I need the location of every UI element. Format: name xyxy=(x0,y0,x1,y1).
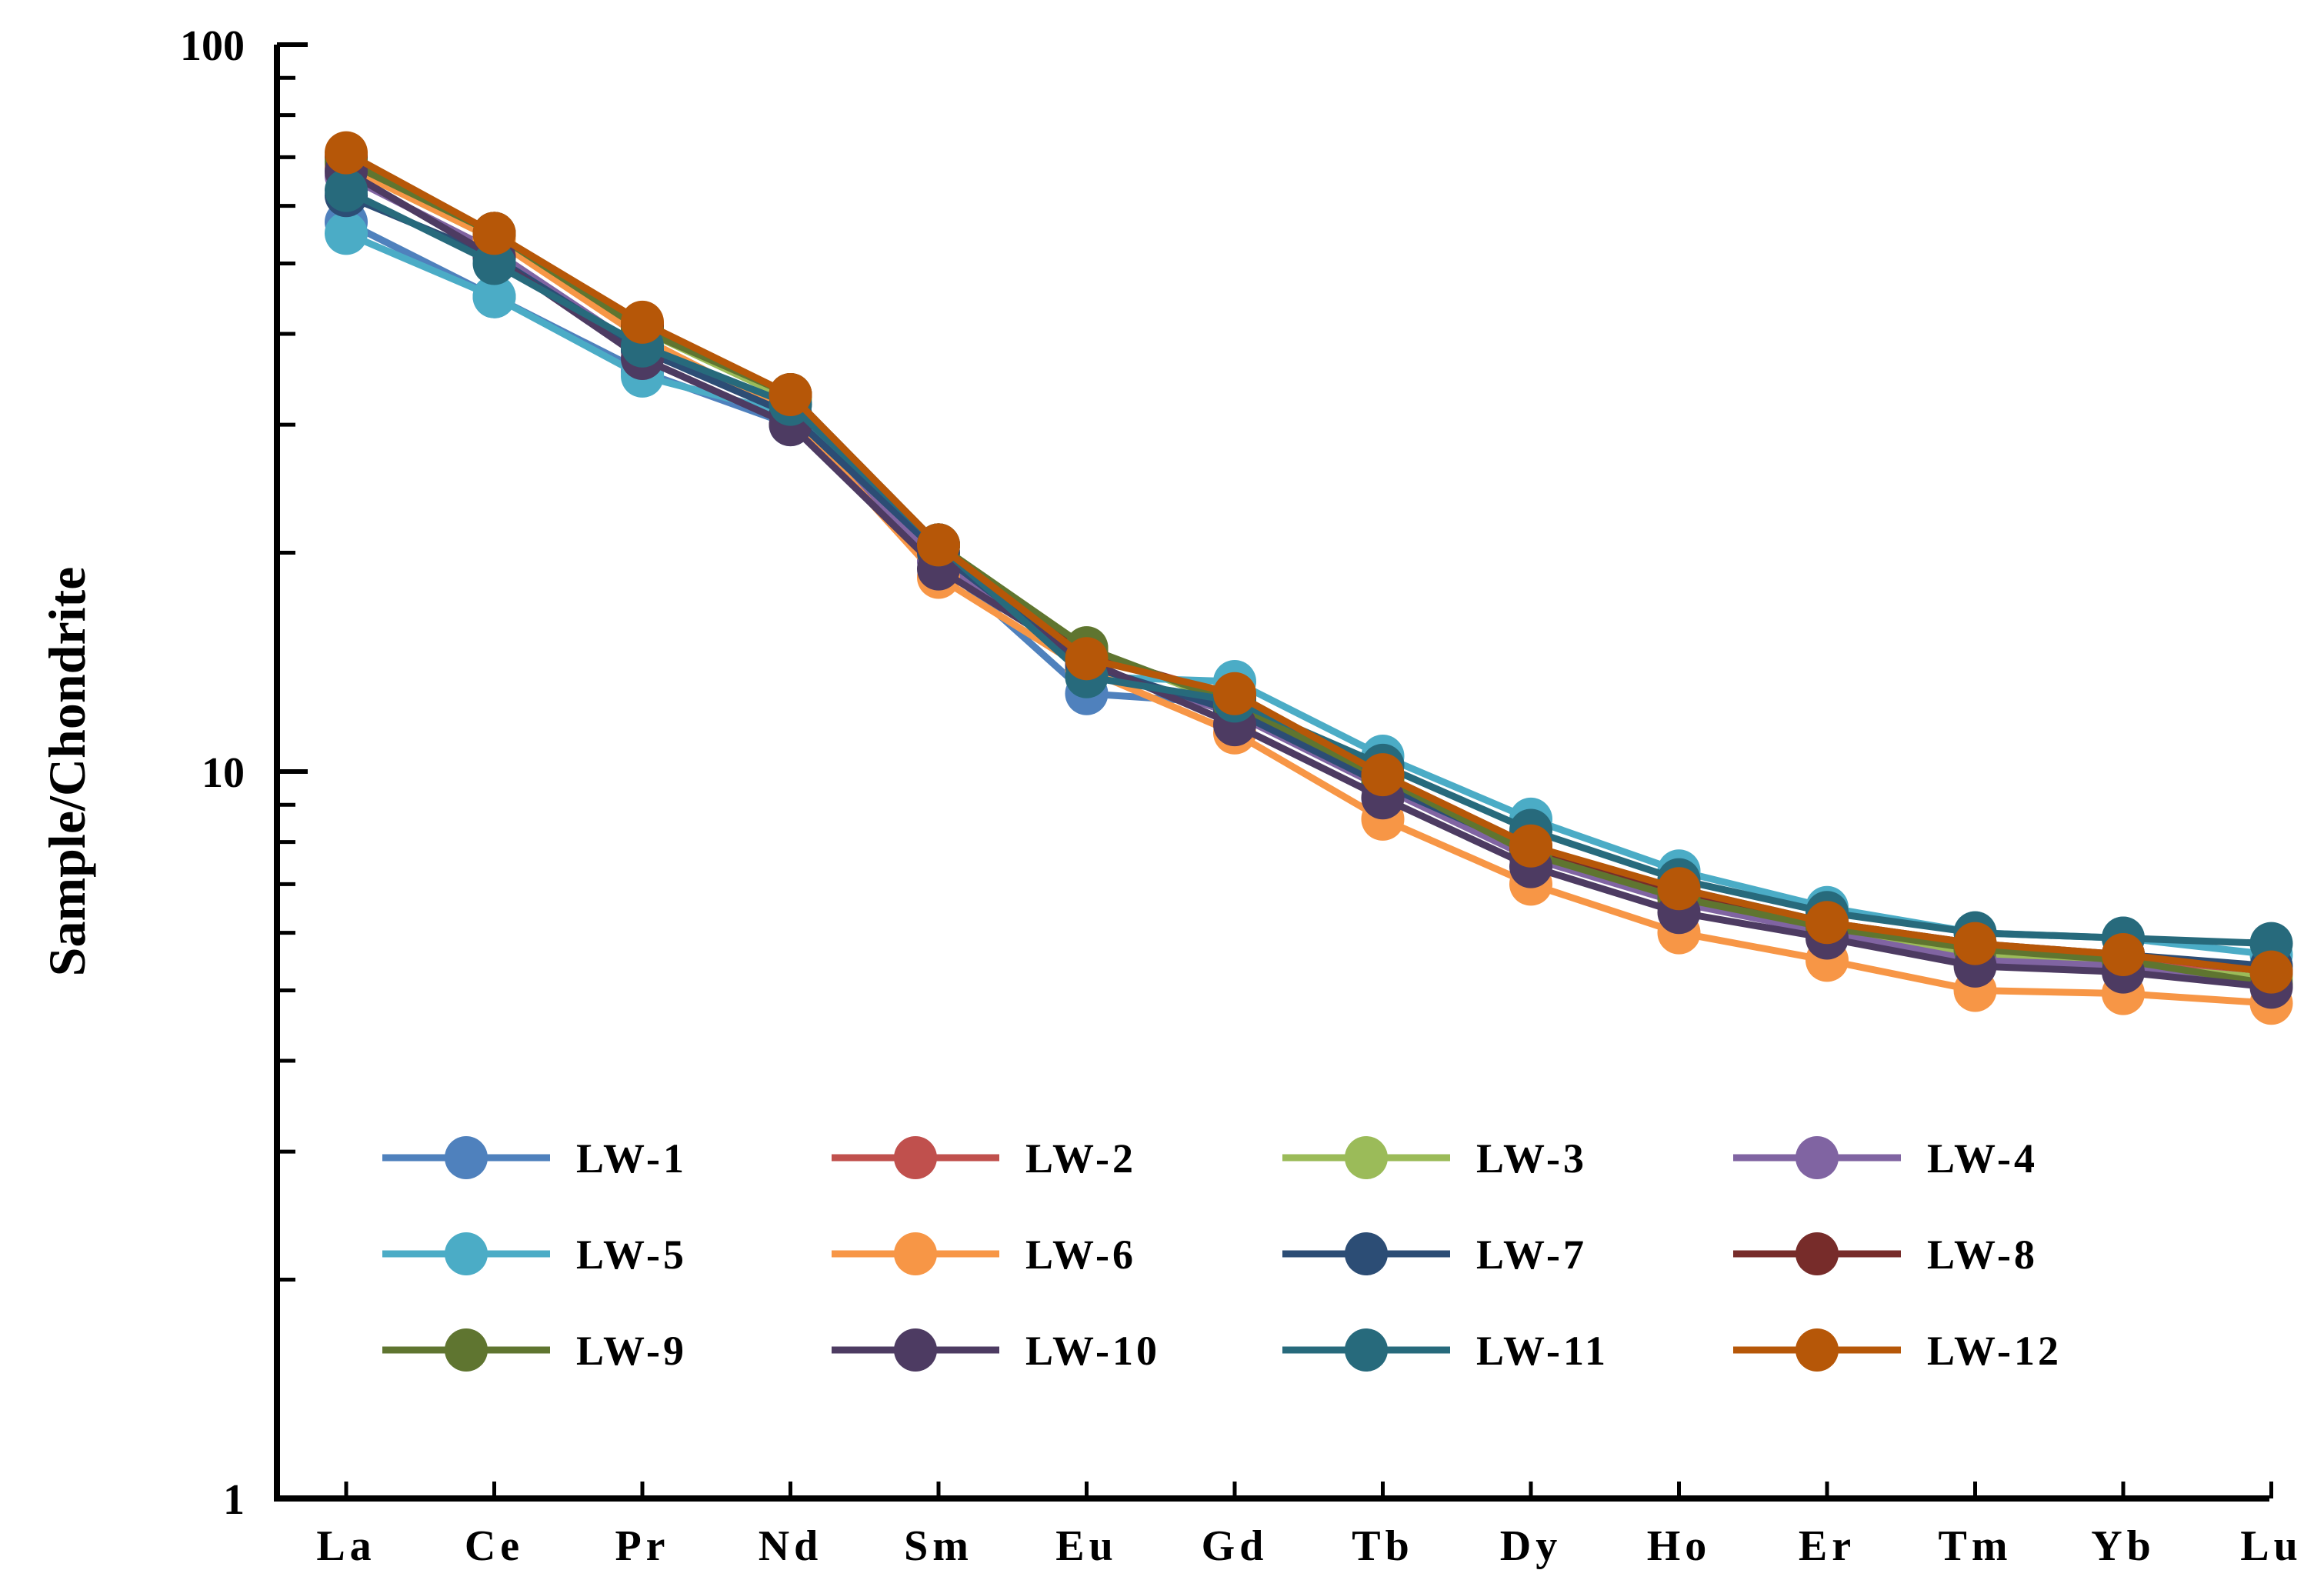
legend-label: LW-3 xyxy=(1476,1135,1587,1182)
series-line xyxy=(345,163,2272,1007)
legend-marker xyxy=(445,1232,488,1275)
series-line xyxy=(344,168,2272,991)
legend-label: LW-9 xyxy=(576,1328,687,1374)
legend-marker xyxy=(894,1232,937,1275)
x-tick-label: Ho xyxy=(1647,1522,1712,1570)
data-point xyxy=(621,300,664,344)
x-tick-label: Eu xyxy=(1055,1522,1118,1570)
data-point xyxy=(1065,637,1109,681)
x-ticks: La Ce Pr Nd Sm Eu Gd Tb Dy Ho Er Tm Yb Lu xyxy=(316,1482,2302,1570)
legend: LW-1 LW-2 LW-3 LW-4 LW-5 LW-6 LW-7 LW-8 LW-9 LW-1… xyxy=(382,1135,2062,1374)
legend-label: LW-6 xyxy=(1025,1232,1136,1278)
legend-marker xyxy=(1796,1136,1839,1179)
y-tick-label: 100 xyxy=(180,22,245,70)
legend-item: LW-6 xyxy=(832,1232,1136,1278)
legend-marker xyxy=(445,1136,488,1179)
data-point xyxy=(472,242,516,285)
axes: 1 10 100 La Ce Pr Nd Sm Eu Gd Tb Dy Ho Er Tm Yb Lu xyxy=(180,22,2302,1570)
x-tick-label: Gd xyxy=(1202,1522,1269,1570)
legend-label: LW-7 xyxy=(1476,1232,1587,1278)
legend-label: LW-5 xyxy=(576,1232,687,1278)
x-tick-label: Tb xyxy=(1352,1522,1414,1570)
legend-marker xyxy=(1345,1328,1388,1372)
legend-label: LW-8 xyxy=(1927,1232,2038,1278)
data-point xyxy=(2249,950,2293,994)
legend-item: LW-5 xyxy=(382,1232,687,1278)
legend-marker xyxy=(1345,1232,1388,1275)
legend-item: LW-3 xyxy=(1282,1135,1587,1182)
series-lw-11 xyxy=(325,168,2293,965)
legend-item: LW-1 xyxy=(382,1135,687,1182)
series-line xyxy=(344,154,2272,976)
data-point xyxy=(769,373,812,416)
series-lw-4 xyxy=(325,154,2293,1006)
data-point xyxy=(2102,933,2145,976)
legend-label: LW-1 xyxy=(576,1135,687,1182)
series-line xyxy=(344,149,2272,976)
legend-marker xyxy=(894,1328,937,1372)
legend-item: LW-2 xyxy=(832,1135,1136,1182)
series-line xyxy=(344,154,2272,976)
series-lw-12 xyxy=(325,131,2293,994)
data-point xyxy=(472,212,516,255)
legend-label: LW-11 xyxy=(1476,1328,1609,1374)
legend-item: LW-8 xyxy=(1733,1232,2038,1278)
x-tick-label: Pr xyxy=(615,1522,669,1570)
data-point xyxy=(1361,753,1405,797)
series-lw-2 xyxy=(325,135,2293,994)
legend-marker xyxy=(1796,1328,1839,1372)
data-point xyxy=(917,523,960,567)
legend-item: LW-11 xyxy=(1282,1328,1609,1374)
legend-marker xyxy=(894,1136,937,1179)
y-tick-label: 10 xyxy=(202,749,245,797)
legend-label: LW-10 xyxy=(1025,1328,1160,1374)
series-line xyxy=(345,158,2272,988)
legend-item: LW-7 xyxy=(1282,1232,1587,1278)
legend-item: LW-10 xyxy=(832,1328,1160,1374)
x-tick-label: La xyxy=(316,1522,375,1570)
series-lw-6 xyxy=(325,145,2293,1025)
x-tick-label: Er xyxy=(1799,1522,1856,1570)
series-lw-8 xyxy=(325,135,2293,994)
data-point xyxy=(325,168,368,212)
series-layer xyxy=(325,131,2293,1025)
legend-item: LW-12 xyxy=(1733,1328,2062,1374)
series-lw-7 xyxy=(325,174,2293,988)
legend-marker xyxy=(445,1328,488,1372)
data-point xyxy=(325,131,368,175)
x-tick-label: Yb xyxy=(2091,1522,2156,1570)
y-axis-title: Sample/Chondrite xyxy=(38,567,96,977)
data-point xyxy=(1953,922,1997,965)
y-ticks: 1 10 100 xyxy=(180,22,308,1524)
x-tick-label: Sm xyxy=(904,1522,973,1570)
x-tick-label: Nd xyxy=(759,1522,823,1570)
series-line xyxy=(345,163,2272,982)
legend-item: LW-9 xyxy=(382,1328,687,1374)
series-lw-3 xyxy=(325,145,2293,1000)
data-point xyxy=(1806,901,1849,945)
legend-item: LW-4 xyxy=(1733,1135,2038,1182)
data-point xyxy=(472,275,516,318)
data-point xyxy=(1657,867,1701,911)
data-point xyxy=(1213,672,1256,715)
x-tick-label: Tm xyxy=(1939,1522,2012,1570)
series-line xyxy=(344,172,2272,988)
x-tick-label: Lu xyxy=(2240,1522,2302,1570)
y-tick-label: 1 xyxy=(223,1476,245,1524)
legend-label: LW-4 xyxy=(1927,1135,2038,1182)
x-tick-label: Dy xyxy=(1500,1522,1562,1570)
legend-label: LW-2 xyxy=(1025,1135,1136,1182)
legend-marker xyxy=(1796,1232,1839,1275)
series-lw-9 xyxy=(325,140,2293,1006)
data-point xyxy=(1509,824,1552,868)
x-tick-label: Ce xyxy=(465,1522,524,1570)
legend-label: LW-12 xyxy=(1927,1328,2062,1374)
series-lw-10 xyxy=(325,149,2293,1009)
data-point xyxy=(325,212,368,255)
legend-marker xyxy=(1345,1136,1388,1179)
